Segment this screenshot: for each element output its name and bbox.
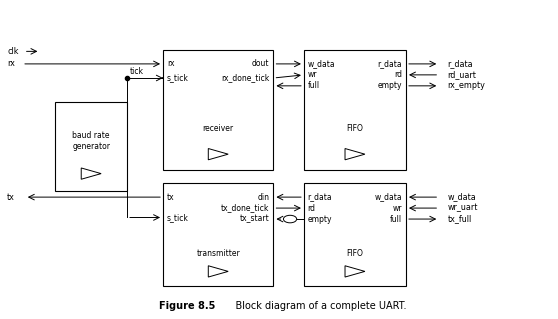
Text: rd: rd bbox=[307, 204, 316, 212]
Text: r_data: r_data bbox=[307, 193, 333, 202]
Bar bbox=[163, 50, 273, 170]
Text: w_data: w_data bbox=[374, 193, 402, 202]
Text: baud rate: baud rate bbox=[73, 131, 110, 140]
Text: w_data: w_data bbox=[307, 59, 335, 68]
Text: wr_uart: wr_uart bbox=[448, 204, 478, 212]
Text: empty: empty bbox=[307, 215, 332, 224]
Bar bbox=[163, 183, 273, 286]
Text: din: din bbox=[258, 193, 270, 202]
Text: rd: rd bbox=[394, 70, 402, 79]
Text: tx: tx bbox=[167, 193, 175, 202]
Text: s_tick: s_tick bbox=[167, 73, 189, 83]
Text: Figure 8.5: Figure 8.5 bbox=[159, 301, 215, 311]
Text: wr: wr bbox=[307, 70, 318, 79]
Bar bbox=[304, 183, 406, 286]
Text: FIFO: FIFO bbox=[347, 124, 363, 133]
Text: empty: empty bbox=[378, 81, 402, 90]
Text: tx_start: tx_start bbox=[240, 215, 270, 224]
Text: tx_done_tick: tx_done_tick bbox=[221, 204, 270, 212]
Bar bbox=[304, 50, 406, 170]
Bar bbox=[55, 101, 127, 191]
Text: transmitter: transmitter bbox=[196, 249, 240, 258]
Text: rx: rx bbox=[7, 59, 15, 68]
Text: dout: dout bbox=[252, 59, 270, 68]
Text: clk: clk bbox=[7, 47, 19, 56]
Text: w_data: w_data bbox=[448, 193, 476, 202]
Text: s_tick: s_tick bbox=[167, 213, 189, 222]
Text: rd_uart: rd_uart bbox=[448, 70, 477, 79]
Text: rx: rx bbox=[167, 59, 174, 68]
Text: generator: generator bbox=[72, 142, 110, 151]
Text: tick: tick bbox=[130, 67, 144, 76]
Text: FIFO: FIFO bbox=[347, 249, 363, 258]
Text: tx: tx bbox=[7, 193, 15, 202]
Text: r_data: r_data bbox=[378, 59, 402, 68]
Text: rx_empty: rx_empty bbox=[448, 81, 485, 90]
Text: receiver: receiver bbox=[203, 124, 234, 133]
Text: tx_full: tx_full bbox=[448, 215, 472, 224]
Text: full: full bbox=[390, 215, 402, 224]
Text: Block diagram of a complete UART.: Block diagram of a complete UART. bbox=[223, 301, 407, 311]
Text: wr: wr bbox=[393, 204, 402, 212]
Text: r_data: r_data bbox=[448, 59, 473, 68]
Text: rx_done_tick: rx_done_tick bbox=[222, 73, 270, 83]
Text: full: full bbox=[307, 81, 320, 90]
